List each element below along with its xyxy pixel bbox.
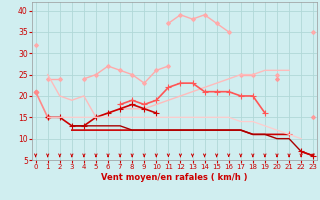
X-axis label: Vent moyen/en rafales ( km/h ): Vent moyen/en rafales ( km/h ) — [101, 173, 248, 182]
